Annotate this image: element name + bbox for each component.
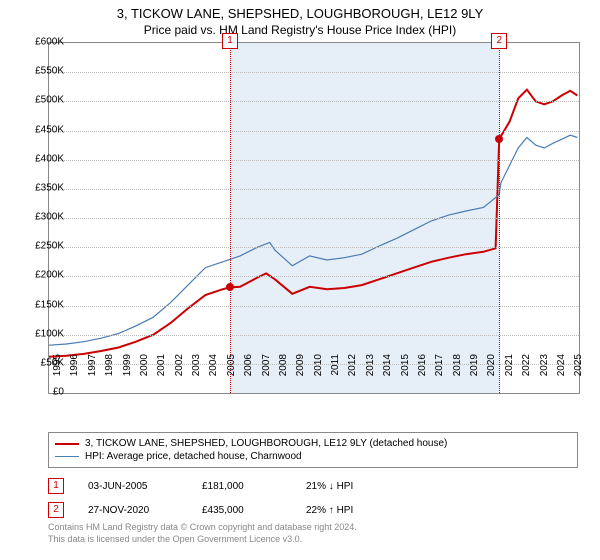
x-axis-label: 2021: [504, 354, 515, 376]
y-axis-label: £550K: [24, 66, 64, 77]
x-axis-label: 1998: [104, 354, 115, 376]
legend-label: 3, TICKOW LANE, SHEPSHED, LOUGHBOROUGH, …: [85, 438, 447, 449]
legend-row: HPI: Average price, detached house, Char…: [55, 450, 571, 463]
x-axis-label: 2023: [539, 354, 550, 376]
footer-line2: This data is licensed under the Open Gov…: [48, 534, 357, 546]
marker-line: [499, 43, 500, 393]
legend: 3, TICKOW LANE, SHEPSHED, LOUGHBOROUGH, …: [48, 432, 578, 468]
sales-table: 1 03-JUN-2005 £181,000 21% ↓ HPI 2 27-NOV-202…: [48, 474, 386, 522]
y-axis-label: £450K: [24, 124, 64, 135]
marker-box: 1: [222, 33, 238, 49]
y-axis-label: £200K: [24, 270, 64, 281]
sales-diff: 22% ↑ HPI: [306, 505, 386, 516]
x-axis-label: 2010: [313, 354, 324, 376]
legend-swatch: [55, 456, 79, 457]
x-axis-label: 2015: [400, 354, 411, 376]
x-axis-label: 2009: [295, 354, 306, 376]
x-axis-label: 2022: [521, 354, 532, 376]
sales-row: 1 03-JUN-2005 £181,000 21% ↓ HPI: [48, 474, 386, 498]
footer-line1: Contains HM Land Registry data © Crown c…: [48, 522, 357, 534]
x-axis-label: 2011: [330, 354, 341, 376]
x-axis-label: 2003: [191, 354, 202, 376]
legend-label: HPI: Average price, detached house, Char…: [85, 451, 302, 462]
x-axis-label: 2024: [556, 354, 567, 376]
x-axis-label: 2012: [347, 354, 358, 376]
sales-marker: 2: [48, 502, 64, 518]
sales-price: £435,000: [202, 505, 282, 516]
x-axis-label: 2014: [382, 354, 393, 376]
y-axis-label: £600K: [24, 37, 64, 48]
y-axis-label: £100K: [24, 328, 64, 339]
x-axis-label: 1997: [87, 354, 98, 376]
y-axis-label: £500K: [24, 95, 64, 106]
chart-plot-area: 12: [48, 42, 580, 394]
x-axis-label: 2001: [156, 354, 167, 376]
x-axis-label: 2000: [139, 354, 150, 376]
x-axis-label: 2020: [486, 354, 497, 376]
y-axis-label: £400K: [24, 153, 64, 164]
y-axis-label: £250K: [24, 241, 64, 252]
x-axis-label: 2006: [243, 354, 254, 376]
legend-swatch: [55, 443, 79, 445]
marker-dot: [495, 135, 503, 143]
x-axis-label: 2007: [261, 354, 272, 376]
marker-dot: [226, 283, 234, 291]
y-axis-label: £300K: [24, 212, 64, 223]
x-axis-label: 2004: [208, 354, 219, 376]
x-axis-label: 1999: [122, 354, 133, 376]
x-axis-label: 1996: [69, 354, 80, 376]
x-axis-label: 2002: [174, 354, 185, 376]
x-axis-label: 2016: [417, 354, 428, 376]
chart-container: 3, TICKOW LANE, SHEPSHED, LOUGHBOROUGH, …: [0, 0, 600, 560]
footer-attribution: Contains HM Land Registry data © Crown c…: [48, 522, 357, 545]
x-axis-label: 2025: [573, 354, 584, 376]
y-axis-label: £350K: [24, 182, 64, 193]
sales-marker: 1: [48, 478, 64, 494]
y-axis-label: £150K: [24, 299, 64, 310]
legend-row: 3, TICKOW LANE, SHEPSHED, LOUGHBOROUGH, …: [55, 437, 571, 450]
x-axis-label: 2017: [434, 354, 445, 376]
x-axis-label: 2008: [278, 354, 289, 376]
sales-price: £181,000: [202, 481, 282, 492]
chart-subtitle: Price paid vs. HM Land Registry's House …: [0, 21, 600, 37]
marker-line: [230, 43, 231, 393]
x-axis-label: 2013: [365, 354, 376, 376]
x-axis-label: 2018: [452, 354, 463, 376]
chart-title: 3, TICKOW LANE, SHEPSHED, LOUGHBOROUGH, …: [0, 0, 600, 21]
sales-date: 27-NOV-2020: [88, 505, 178, 516]
sales-date: 03-JUN-2005: [88, 481, 178, 492]
x-axis-label: 2019: [469, 354, 480, 376]
y-axis-label: £0: [24, 387, 64, 398]
sales-row: 2 27-NOV-2020 £435,000 22% ↑ HPI: [48, 498, 386, 522]
sales-diff: 21% ↓ HPI: [306, 481, 386, 492]
marker-box: 2: [491, 33, 507, 49]
x-axis-label: 1995: [52, 354, 63, 376]
x-axis-label: 2005: [226, 354, 237, 376]
